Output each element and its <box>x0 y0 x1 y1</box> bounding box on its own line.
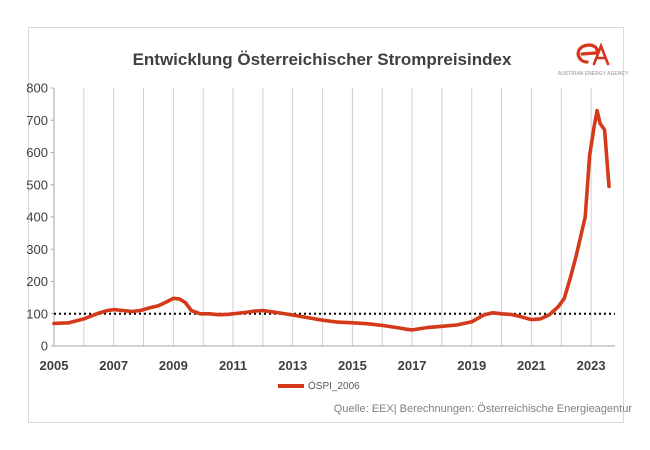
x-tick-label: 2021 <box>517 358 546 373</box>
x-tick-label: 2005 <box>40 358 69 373</box>
y-tick-label: 700 <box>26 113 48 128</box>
y-tick-label: 800 <box>26 81 48 96</box>
y-tick-label: 300 <box>26 242 48 257</box>
x-tick-label: 2017 <box>398 358 427 373</box>
y-tick-label: 600 <box>26 145 48 160</box>
series-lines <box>52 108 611 332</box>
chart-frame <box>28 27 624 423</box>
x-tick-label: 2007 <box>99 358 128 373</box>
x-tick-label: 2015 <box>338 358 367 373</box>
y-tick-label: 0 <box>41 339 48 354</box>
logo-tagline: AUSTRIAN ENERGY AGENCY <box>558 71 630 77</box>
x-tick-label: 2011 <box>219 358 247 373</box>
chart-title: Entwicklung Österreichischer Strompreisi… <box>133 50 512 69</box>
y-tick-label: 500 <box>26 177 48 192</box>
axes <box>53 88 615 347</box>
legend: ÖSPI_2006 <box>278 380 360 392</box>
source-note: Quelle: EEX| Berechnungen: Österreichisc… <box>334 403 633 415</box>
austrian-energy-agency-logo: AUSTRIAN ENERGY AGENCY <box>558 42 630 77</box>
legend-label: ÖSPI_2006 <box>308 380 360 392</box>
x-axis-ticks: 2005 2007 2009 2011 2013 2015 2017 2019 2021 2023 <box>40 358 606 373</box>
y-tick-label: 200 <box>26 274 48 289</box>
series-line <box>52 108 611 332</box>
y-tick-label: 100 <box>26 306 48 321</box>
y-tick-label: 400 <box>26 210 48 225</box>
x-tick-label: 2013 <box>278 358 307 373</box>
x-tick-label: 2019 <box>457 358 486 373</box>
gridlines <box>53 88 592 346</box>
y-axis-ticks: 0 100 200 300 400 500 600 700 800 <box>26 81 54 354</box>
x-tick-label: 2009 <box>159 358 188 373</box>
x-tick-label: 2023 <box>577 358 606 373</box>
